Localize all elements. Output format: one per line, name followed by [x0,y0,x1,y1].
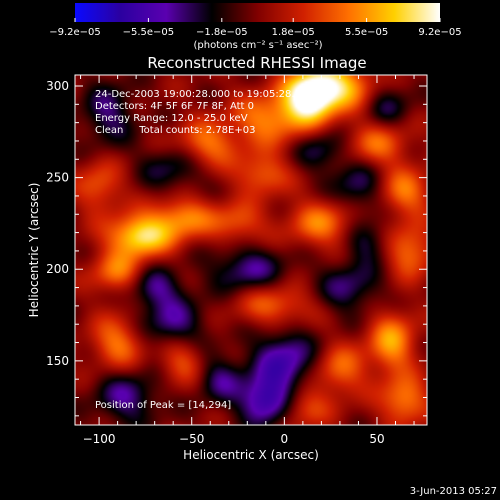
plot-area [75,75,427,425]
annotation-energy: Energy Range: 12.0 - 25.0 keV [95,113,248,124]
annotation-time: 24-Dec-2003 19:00:28.000 to 19:05:28.000 [95,89,314,100]
heatmap-image [75,75,427,425]
x-tick-label: 0 [281,432,289,446]
colorbar-tick-label: 5.5e−05 [345,27,388,38]
colorbar-tick-label: 1.8e−05 [272,27,315,38]
chart-title: Reconstructed RHESSI Image [147,54,366,72]
colorbar-ticks: −9.2e−05 −5.5e−05 −1.8e−05 1.8e−05 5.5e−05 9.… [49,18,462,38]
x-tick-label: 50 [369,432,384,446]
x-axis-label: Heliocentric X (arcsec) [183,448,319,462]
x-axis: −100 −50 0 50 [80,75,415,446]
colorbar [75,3,440,22]
x-tick-label: −50 [179,432,204,446]
colorbar-tick-label: −1.8e−05 [196,27,248,38]
y-axis: 150 200 250 300 [46,79,427,417]
plot-frame [74,74,428,426]
y-tick-label: 200 [46,262,69,276]
x-tick-label: −100 [83,432,116,446]
annotation-detectors: Detectors: 4F 5F 6F 7F 8F, Att 0 [95,101,254,112]
colorbar-tick-label: −9.2e−05 [49,27,101,38]
colorbar-unit-label: (photons cm⁻² s⁻¹ asec⁻²) [193,40,322,51]
y-axis-label: Heliocentric Y (arcsec) [27,183,41,318]
y-tick-label: 250 [46,171,69,185]
colorbar-tick-label: −5.5e−05 [123,27,175,38]
colorbar-tick-label: 9.2e−05 [418,27,461,38]
annotation-block: 24-Dec-2003 19:00:28.000 to 19:05:28.000… [95,89,314,136]
peak-position-label: Position of Peak = [14,294] [95,400,231,411]
footer-date: 3-Jun-2013 05:27 [410,486,497,497]
annotation-clean: Clean Total counts: 2.78E+03 [95,125,255,136]
y-tick-label: 300 [46,79,69,93]
y-tick-label: 150 [46,354,69,368]
